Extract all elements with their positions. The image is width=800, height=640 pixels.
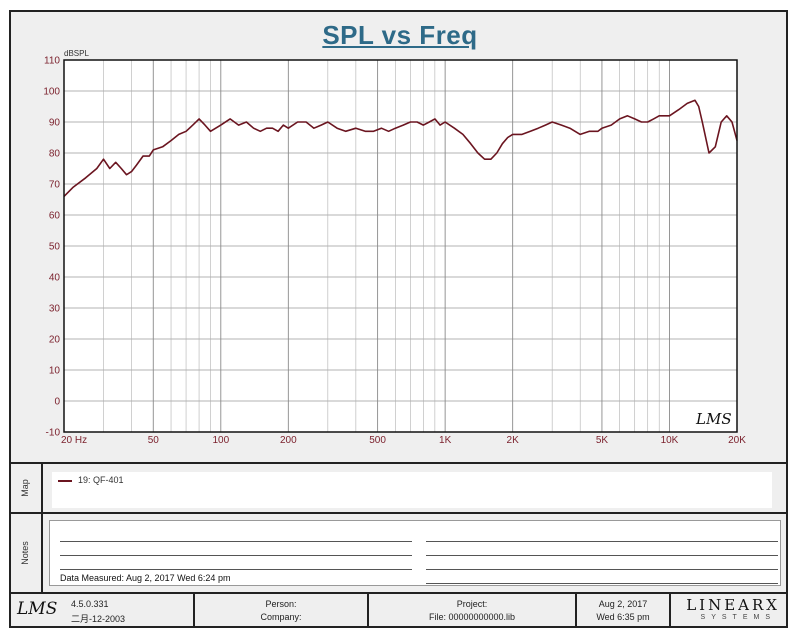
x-tick-label: 100 bbox=[212, 435, 229, 446]
x-tick-label: 5K bbox=[596, 435, 609, 446]
y-tick-label: 10 bbox=[49, 366, 61, 377]
y-tick-label: 80 bbox=[49, 149, 61, 160]
lms-logo: LMS bbox=[17, 599, 58, 619]
x-tick-label: 2K bbox=[507, 435, 520, 446]
y-tick-label: 20 bbox=[49, 335, 61, 346]
data-measured: Data Measured: Aug 2, 2017 Wed 6:24 pm bbox=[60, 573, 231, 583]
plot-border bbox=[63, 59, 738, 433]
build-date: 二月-12-2003 bbox=[71, 614, 126, 624]
chart-title: SPL vs Freq bbox=[322, 20, 478, 50]
y-tick-label: 60 bbox=[49, 211, 61, 222]
note-line bbox=[426, 569, 778, 570]
version: 4.5.0.331 bbox=[71, 599, 109, 609]
note-line bbox=[60, 569, 412, 570]
linearx-logo: LINEARX bbox=[686, 596, 780, 614]
y-tick-label: 100 bbox=[43, 87, 60, 98]
x-tick-label: 50 bbox=[148, 435, 160, 446]
y-tick-label: 40 bbox=[49, 273, 61, 284]
lms-watermark: LMS bbox=[695, 410, 732, 428]
note-line bbox=[426, 583, 778, 584]
y-tick-label: 30 bbox=[49, 304, 61, 315]
y-tick-label: -10 bbox=[46, 428, 61, 439]
footer-version-cell: LMS 4.5.0.331 二月-12-2003 bbox=[9, 594, 195, 628]
note-line bbox=[60, 541, 412, 542]
x-tick-label: 200 bbox=[280, 435, 297, 446]
file-label: File: 00000000000.lib bbox=[428, 612, 516, 622]
series-line-qf-401 bbox=[63, 99, 738, 197]
y-tick-label: 70 bbox=[49, 180, 61, 191]
legend-swatch bbox=[58, 480, 72, 482]
y-tick-label: 50 bbox=[49, 242, 61, 253]
x-axis: 20 Hz 50 100 200 500 1K 2K 5K 10K 20K bbox=[61, 435, 746, 446]
notes-label-box: Notes bbox=[9, 514, 43, 592]
y-axis-unit: dBSPL bbox=[64, 49, 89, 58]
footer-project-cell: Project: File: 00000000000.lib bbox=[369, 594, 577, 628]
x-tick-label: 10K bbox=[661, 435, 679, 446]
map-label-box: Map bbox=[9, 464, 43, 512]
y-axis: -10 0 10 20 30 40 50 60 70 80 90 100 110 bbox=[43, 56, 60, 439]
linearx-systems: SYSTEMS bbox=[700, 614, 776, 621]
x-tick-label: 1K bbox=[439, 435, 452, 446]
footer: LMS 4.5.0.331 二月-12-2003 Person: Company… bbox=[9, 594, 788, 628]
note-line bbox=[426, 541, 778, 542]
notes-box[interactable]: Data Measured: Aug 2, 2017 Wed 6:24 pm bbox=[49, 520, 781, 586]
y-tick-label: 90 bbox=[49, 118, 61, 129]
footer-date-cell: Aug 2, 2017 Wed 6:35 pm bbox=[577, 594, 671, 628]
note-line bbox=[426, 555, 778, 556]
x-tick-label: 20 Hz bbox=[61, 435, 87, 446]
footer-date: Aug 2, 2017 bbox=[598, 599, 648, 609]
x-tick-label: 500 bbox=[369, 435, 386, 446]
series-group bbox=[63, 99, 738, 197]
y-tick-label: 0 bbox=[54, 397, 60, 408]
note-line bbox=[60, 555, 412, 556]
legend: 19: QF-401 bbox=[52, 472, 772, 508]
person-label: Person: bbox=[265, 599, 297, 609]
notes-panel: Notes Data Measured: Aug 2, 2017 Wed 6:2… bbox=[9, 514, 788, 594]
footer-person-cell: Person: Company: bbox=[195, 594, 369, 628]
map-panel: Map 19: QF-401 bbox=[9, 462, 788, 514]
y-tick-label: 110 bbox=[44, 56, 60, 67]
notes-label: Notes bbox=[20, 541, 30, 565]
company-label: Company: bbox=[260, 612, 302, 622]
x-tick-label: 20K bbox=[728, 435, 746, 446]
footer-brand-cell: LINEARX SYSTEMS bbox=[671, 594, 788, 628]
legend-entry: 19: QF-401 bbox=[78, 475, 124, 485]
footer-time: Wed 6:35 pm bbox=[596, 612, 650, 622]
map-label: Map bbox=[20, 479, 30, 497]
project-label: Project: bbox=[456, 599, 488, 609]
